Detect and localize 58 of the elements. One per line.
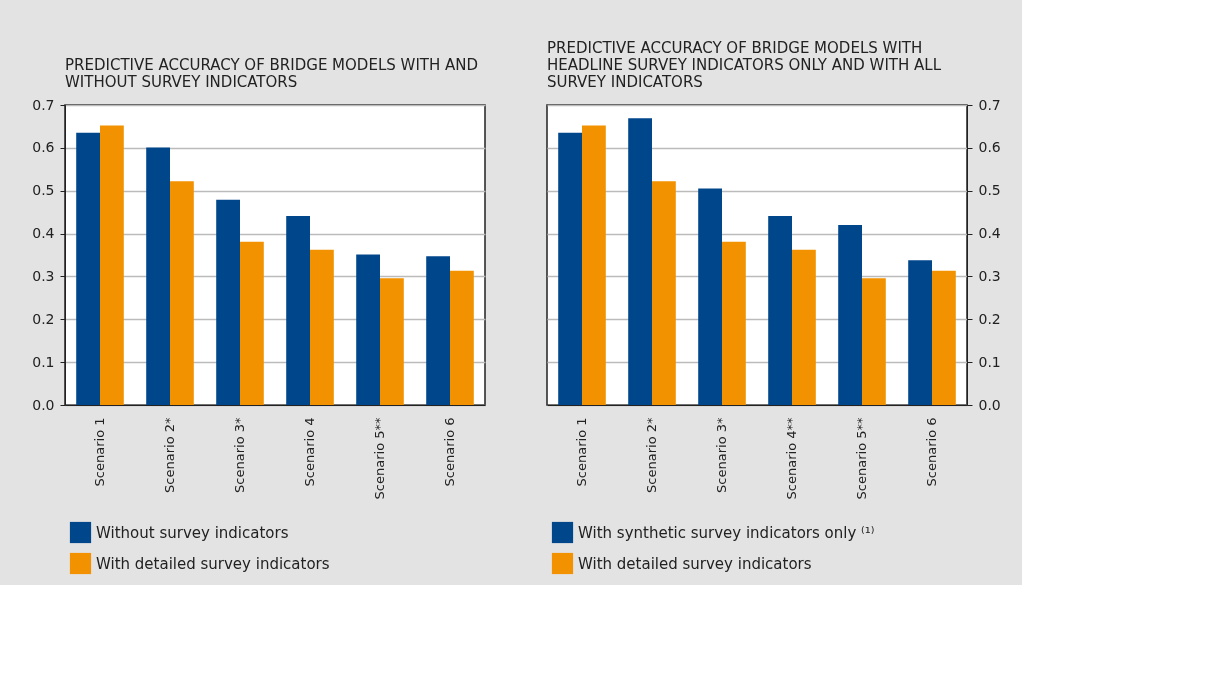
chart-title: PREDICTIVE ACCURACY OF BRIDGE MODELS WITH HEADLINE SURVEY INDICATORS ONLY AND WITH ALL SURVEY INDICATORS <box>547 39 942 91</box>
bar <box>100 125 124 405</box>
bar <box>310 249 334 405</box>
y2-tick-label: 0.6 <box>978 139 1001 156</box>
chart-title: PREDICTIVE ACCURACY OF BRIDGE MODELS WITH AND WITHOUT SURVEY INDICATORS <box>65 56 479 91</box>
x-tick-label: Scenario 1 <box>574 417 589 487</box>
bar <box>76 132 100 405</box>
x-tick-label: Scenario 2* <box>644 417 659 493</box>
x-tick-label: Scenario 3* <box>232 417 247 493</box>
legend-label: With detailed survey indicators <box>96 554 330 573</box>
y2-tick-label: 0.2 <box>978 310 1001 327</box>
bar <box>426 256 450 405</box>
legend-label: Without survey indicators <box>96 523 289 542</box>
bar <box>768 216 792 405</box>
y2-tick-label: 0.5 <box>978 182 1001 199</box>
y-tick-label: 0.1 <box>32 353 55 370</box>
bar <box>908 260 932 405</box>
y-tick-label: 0.6 <box>32 139 55 156</box>
bar <box>628 118 652 405</box>
y-tick-label: 0.3 <box>32 267 55 284</box>
bar <box>216 199 240 405</box>
bar <box>722 241 746 405</box>
y-tick-label: 0.7 <box>32 96 55 113</box>
bar <box>450 270 474 405</box>
y2-tick-label: 0.7 <box>978 96 1001 113</box>
bar <box>170 181 194 405</box>
bar <box>698 188 722 405</box>
bar <box>792 249 816 405</box>
x-tick-label: Scenario 6 <box>442 417 457 487</box>
x-tick-label: Scenario 1 <box>92 417 107 487</box>
y2-tick-label: 0.1 <box>978 353 1001 370</box>
bar <box>356 254 380 405</box>
y-tick-label: 0.0 <box>32 396 55 413</box>
legend-label: With detailed survey indicators <box>578 554 812 573</box>
bar <box>558 132 582 405</box>
bar <box>932 270 956 405</box>
bar <box>838 225 862 405</box>
bar <box>286 216 310 405</box>
x-tick-label: Scenario 2* <box>162 417 177 493</box>
bar <box>652 181 676 405</box>
x-tick-label: Scenario 4 <box>302 417 317 487</box>
y-tick-label: 0.2 <box>32 310 55 327</box>
x-tick-label: Scenario 5** <box>372 417 387 500</box>
y-tick-label: 0.4 <box>32 225 55 242</box>
legend-label: With synthetic survey indicators only ⁽¹⁾ <box>578 523 875 542</box>
y2-tick-label: 0.0 <box>978 396 1001 413</box>
x-tick-label: Scenario 4** <box>784 417 799 500</box>
x-tick-label: Scenario 5** <box>854 417 869 500</box>
bar <box>582 125 606 405</box>
bar <box>146 147 170 405</box>
bar <box>862 278 886 405</box>
y2-tick-label: 0.3 <box>978 267 1001 284</box>
y-tick-label: 0.5 <box>32 182 55 199</box>
x-tick-label: Scenario 3* <box>714 417 729 493</box>
bar <box>380 278 404 405</box>
y2-tick-label: 0.4 <box>978 225 1001 242</box>
x-tick-label: Scenario 6 <box>924 417 939 487</box>
bar <box>240 241 264 405</box>
